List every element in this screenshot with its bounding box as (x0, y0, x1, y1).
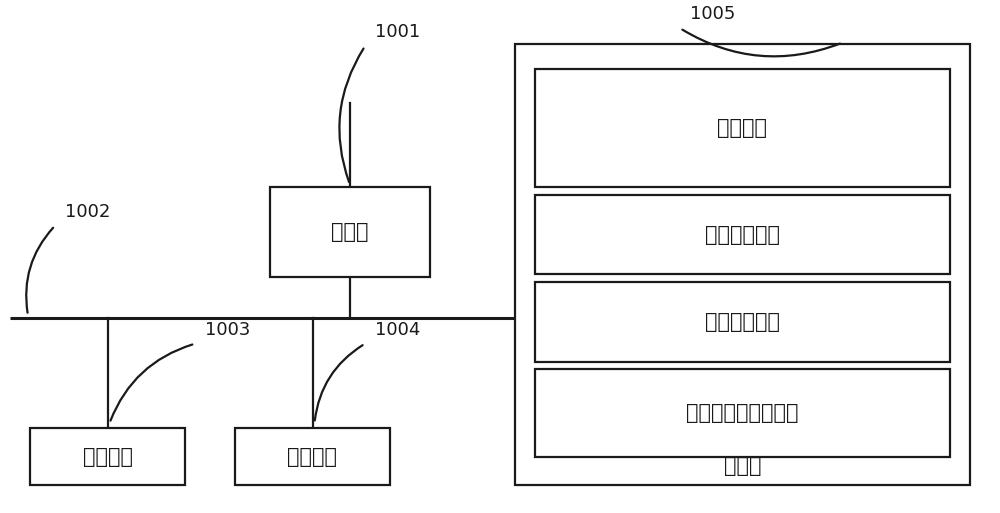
Bar (30, 428, 185, 485)
Bar (235, 428, 390, 485)
Text: 网络通信模块: 网络通信模块 (705, 225, 780, 245)
Text: 1005: 1005 (690, 5, 735, 23)
Text: 操作系统: 操作系统 (718, 119, 768, 138)
Text: 1003: 1003 (205, 321, 250, 339)
Text: 用户接口: 用户接口 (82, 447, 132, 466)
Text: 1002: 1002 (65, 203, 110, 221)
Text: 用户接口模块: 用户接口模块 (705, 312, 780, 332)
Bar (535, 195, 950, 274)
Text: 1004: 1004 (375, 321, 420, 339)
Text: 处理器: 处理器 (331, 222, 369, 242)
Text: 1001: 1001 (375, 23, 420, 41)
Bar (535, 69, 950, 187)
Text: 存储器: 存储器 (724, 456, 761, 476)
Text: 电池包功率控制程序: 电池包功率控制程序 (686, 403, 799, 423)
Bar (515, 44, 970, 485)
Bar (270, 187, 430, 277)
Text: 网络接口: 网络接口 (288, 447, 338, 466)
Bar (535, 282, 950, 362)
Bar (535, 369, 950, 457)
